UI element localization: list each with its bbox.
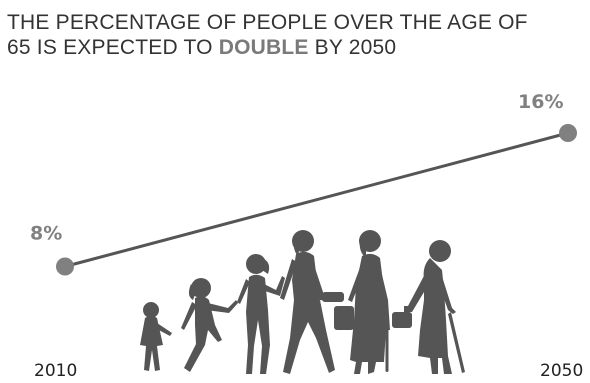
title-line-2-after: BY 2050 (308, 36, 397, 59)
title-line-2-before: 65 IS EXPECTED TO (7, 36, 219, 59)
girl-silhouette (237, 254, 285, 374)
data-label-2010: 8% (30, 223, 62, 245)
x-tick-label-2010: 2010 (34, 361, 77, 381)
series-line (64, 131, 569, 268)
toddler-silhouette (140, 302, 172, 371)
elderly-woman-silhouette (392, 240, 465, 374)
chart-title: THE PERCENTAGE OF PEOPLE OVER THE AGE OF… (7, 10, 577, 60)
data-point-2050 (559, 124, 577, 142)
title-highlight-word: DOUBLE (218, 36, 309, 59)
chart-marks (56, 124, 577, 276)
young-woman-silhouette (280, 230, 344, 374)
people-aging-silhouettes (140, 230, 465, 374)
middle-aged-woman-silhouette (334, 230, 390, 374)
x-tick-label-2050: 2050 (540, 361, 583, 381)
title-line-1: THE PERCENTAGE OF PEOPLE OVER THE AGE OF (7, 11, 528, 34)
data-label-2050: 16% (518, 91, 563, 113)
data-point-2010 (56, 257, 74, 276)
child-silhouette (181, 278, 238, 372)
